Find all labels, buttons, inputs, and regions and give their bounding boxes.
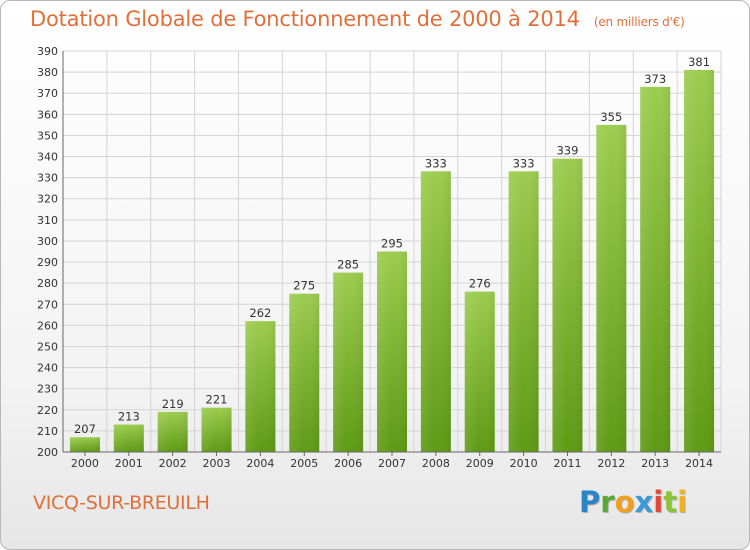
y-tick-label: 350 (37, 129, 58, 142)
data-label-2007: 295 (381, 237, 403, 251)
x-tick-label-2007: 2007 (378, 457, 406, 470)
data-label-2008: 333 (425, 156, 447, 170)
y-tick-label: 310 (37, 214, 58, 227)
data-label-2011: 339 (556, 144, 578, 158)
x-tick-label-2012: 2012 (597, 457, 625, 470)
y-tick-label: 280 (37, 277, 58, 290)
bar-shine-2008 (420, 171, 451, 453)
bar-shine-2011 (552, 158, 583, 452)
data-label-2002: 219 (162, 397, 184, 411)
y-tick-label: 290 (37, 256, 58, 269)
x-tick-label-2003: 2003 (203, 457, 231, 470)
x-tick-label-2004: 2004 (246, 457, 274, 470)
x-tick-label-2000: 2000 (71, 457, 99, 470)
bar-shine-2013 (640, 86, 671, 453)
data-label-2013: 373 (644, 72, 666, 86)
y-tick-label: 380 (37, 66, 58, 79)
y-tick-label: 370 (37, 87, 58, 100)
bar-shine-2005 (289, 293, 320, 452)
y-tick-label: 250 (37, 340, 58, 353)
x-tick-label-2006: 2006 (334, 457, 362, 470)
x-tick-label-2005: 2005 (290, 457, 318, 470)
x-tick-label-2001: 2001 (115, 457, 143, 470)
data-label-2012: 355 (600, 110, 622, 124)
x-tick-label-2002: 2002 (159, 457, 187, 470)
x-tick-label-2008: 2008 (422, 457, 450, 470)
data-label-2005: 275 (293, 279, 315, 293)
x-tick-label-2009: 2009 (466, 457, 494, 470)
bar-shine-2007 (377, 251, 407, 452)
bar-shine-2002 (157, 411, 188, 452)
y-tick-label: 200 (37, 446, 58, 459)
y-tick-label: 360 (37, 108, 58, 121)
bar-shine-2004 (245, 321, 276, 452)
bar-shine-2009 (464, 291, 495, 452)
data-label-2000: 207 (74, 422, 96, 436)
chart-title-text: Dotation Globale de Fonctionnement de 20… (30, 7, 580, 31)
chart-unit: (en milliers d'€) (593, 15, 685, 29)
x-tick-label-2010: 2010 (510, 457, 538, 470)
y-tick-label: 260 (37, 319, 58, 332)
x-tick-label-2013: 2013 (641, 457, 669, 470)
bars-layer: 207 213 219 221 262 275 285 295 333 276 333 339 355 3… (69, 55, 715, 453)
bar-shine-2000 (69, 437, 100, 452)
bar-shine-2006 (333, 272, 364, 452)
bar-shine-2012 (596, 124, 627, 453)
y-tick-label: 270 (37, 298, 58, 311)
axis-layer: 200 210 220 230 240 250 260 270 280 290 300 310 320 3… (37, 45, 721, 470)
data-label-2006: 285 (337, 258, 359, 272)
bar-shine-2014 (684, 69, 715, 452)
x-tick-label-2014: 2014 (685, 457, 713, 470)
x-tick-label-2011: 2011 (553, 457, 581, 470)
y-tick-label: 210 (37, 425, 58, 438)
bar-shine-2001 (113, 424, 144, 452)
bar-shine-2010 (508, 171, 539, 453)
data-label-2010: 333 (513, 156, 535, 170)
proxiti-logo[interactable]: Proxiti (579, 485, 688, 519)
y-tick-label: 220 (37, 404, 58, 417)
data-label-2003: 221 (206, 393, 228, 407)
town-name: VICQ-SUR-BREUILH (33, 492, 210, 514)
y-tick-label: 240 (37, 362, 58, 375)
y-tick-label: 300 (37, 235, 58, 248)
chart-title: Dotation Globale de Fonctionnement de 20… (30, 7, 685, 31)
data-label-2009: 276 (469, 277, 491, 291)
y-tick-label: 340 (37, 151, 58, 164)
data-label-2001: 213 (118, 410, 140, 424)
bar-shine-2003 (201, 407, 232, 452)
y-tick-label: 230 (37, 383, 58, 396)
data-label-2004: 262 (249, 306, 271, 320)
y-tick-label: 330 (37, 172, 58, 185)
data-label-2014: 381 (688, 55, 710, 69)
y-tick-label: 320 (37, 193, 58, 206)
y-tick-label: 390 (37, 45, 58, 58)
